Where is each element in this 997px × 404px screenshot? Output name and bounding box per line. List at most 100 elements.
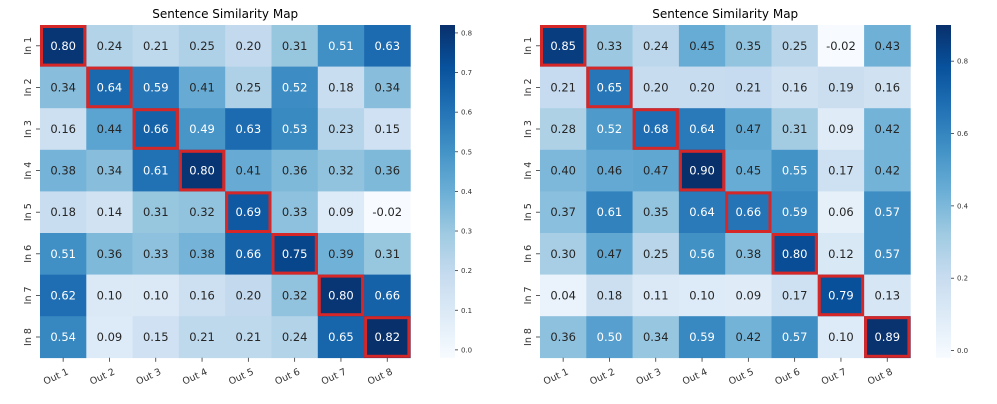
cell-value-r1-c1: 0.85 xyxy=(550,39,576,53)
heatmap-cell-r2-c6 xyxy=(771,66,819,109)
highlight-box-r3-c3 xyxy=(632,108,679,150)
cell-value-r7-c2: 0.18 xyxy=(597,288,623,302)
heatmap-cell-r4-c3 xyxy=(132,149,180,192)
col-label-2: Out 2 xyxy=(588,367,616,388)
cell-value-r3-c1: 0.28 xyxy=(550,122,576,136)
heatmap-cell-r7-c5 xyxy=(225,274,272,317)
colorbar-tick-label-5: 0.8 xyxy=(957,58,968,66)
cell-value-r1-c7: -0.02 xyxy=(826,39,856,53)
cell-value-r1-c8: 0.43 xyxy=(874,39,900,53)
cell-value-r6-c4: 0.56 xyxy=(689,247,715,261)
cell-value-r6-c7: 0.39 xyxy=(328,247,354,261)
cell-value-r1-c6: 0.31 xyxy=(282,39,308,53)
cell-value-r4-c1: 0.40 xyxy=(550,164,576,178)
row-label-2: In 2 xyxy=(23,78,34,96)
cell-value-r7-c3: 0.11 xyxy=(643,288,669,302)
cell-value-r8-c3: 0.34 xyxy=(643,330,669,344)
heatmap-cell-r1-c6 xyxy=(271,25,319,67)
cell-value-r6-c3: 0.33 xyxy=(143,247,169,261)
heatmap-cell-r4-c6 xyxy=(271,149,319,192)
highlight-box-r8-c8 xyxy=(364,316,411,358)
colorbar-tick-label-4: 0.6 xyxy=(957,130,969,138)
cell-value-r2-c4: 0.41 xyxy=(189,80,215,94)
heatmap-panel-left: Sentence Similarity Map 0.80 0.24 0.21 0.25 0… xyxy=(23,7,473,388)
heatmap-cell-r7-c6 xyxy=(271,274,319,317)
heatmap-cell-r1-c6 xyxy=(771,25,819,67)
cell-value-r5-c4: 0.32 xyxy=(189,205,215,219)
cell-value-r7-c6: 0.17 xyxy=(782,288,808,302)
heatmap-cell-r7-c1 xyxy=(540,274,587,317)
heatmap-cell-r4-c5 xyxy=(225,149,272,192)
heatmap-cell-r4-c3 xyxy=(632,149,680,192)
col-label-7: Out 7 xyxy=(820,367,848,388)
row-label-4: In 4 xyxy=(23,162,34,180)
cell-value-r1-c2: 0.24 xyxy=(97,39,123,53)
colorbar-tick-label-3: 0.2 xyxy=(461,267,472,275)
col-label-8: Out 8 xyxy=(866,367,894,388)
heatmap-cell-r6-c5 xyxy=(725,233,772,275)
highlight-box-r2-c2 xyxy=(586,66,633,109)
row-label-8: In 8 xyxy=(23,328,34,346)
heatmap-cell-r6-c1 xyxy=(40,233,87,275)
heatmap-cell-r4-c4 xyxy=(678,149,726,192)
col-label-4: Out 4 xyxy=(181,367,209,388)
col-label-4: Out 4 xyxy=(681,367,709,388)
cell-value-r6-c2: 0.47 xyxy=(597,247,623,261)
col-label-6: Out 6 xyxy=(773,367,801,388)
cell-value-r2-c2: 0.65 xyxy=(597,80,623,94)
cell-value-r4-c4: 0.90 xyxy=(689,164,715,178)
row-label-2: In 2 xyxy=(523,78,534,96)
heatmap-cell-r4-c1 xyxy=(40,149,87,192)
cell-value-r1-c5: 0.35 xyxy=(736,39,762,53)
highlight-box-r4-c4 xyxy=(178,149,226,192)
heatmap-cell-r5-c8 xyxy=(864,191,911,234)
cell-value-r3-c2: 0.44 xyxy=(97,122,123,136)
heatmap-cell-r8-c2 xyxy=(86,316,133,359)
cell-value-r7-c1: 0.62 xyxy=(50,288,76,302)
cell-value-r7-c8: 0.66 xyxy=(374,288,400,302)
cell-value-r8-c1: 0.54 xyxy=(50,330,76,344)
heatmap-cell-r7-c6 xyxy=(771,274,819,317)
heatmap-cell-r8-c7 xyxy=(817,316,865,359)
heatmap-cell-r6-c7 xyxy=(317,233,365,275)
highlight-box-r5-c5 xyxy=(225,191,272,233)
heatmap-cell-r2-c7 xyxy=(317,66,365,109)
heatmap-cell-r1-c5 xyxy=(225,25,272,67)
colorbar-tick-label-6: 0.5 xyxy=(461,148,472,156)
heatmap-cell-r2-c5 xyxy=(725,66,772,109)
cell-value-r5-c7: 0.09 xyxy=(328,205,354,219)
cell-value-r2-c6: 0.52 xyxy=(282,80,308,94)
heatmap-cell-r7-c2 xyxy=(86,274,133,317)
heatmap-cell-r3-c1 xyxy=(40,108,87,151)
heatmap-cell-r1-c2 xyxy=(586,25,633,67)
cell-value-r2-c3: 0.20 xyxy=(643,80,669,94)
heatmap-cell-r5-c7 xyxy=(317,191,365,234)
heatmap-cell-r3-c4 xyxy=(178,108,226,151)
heatmap-cell-r8-c2 xyxy=(586,316,633,359)
heatmap-cell-r1-c7 xyxy=(817,25,865,67)
cell-value-r4-c2: 0.46 xyxy=(597,164,623,178)
heatmap-cell-r3-c7 xyxy=(317,108,365,151)
heatmap-cell-r3-c6 xyxy=(771,108,819,151)
heatmap-cell-r1-c8 xyxy=(864,25,911,67)
cell-value-r3-c8: 0.42 xyxy=(874,122,900,136)
cell-value-r2-c1: 0.34 xyxy=(50,80,76,94)
cell-value-r5-c2: 0.61 xyxy=(597,205,623,219)
cell-value-r5-c8: 0.57 xyxy=(874,205,900,219)
heatmap-cell-r6-c3 xyxy=(132,233,180,275)
cell-value-r5-c5: 0.69 xyxy=(236,205,262,219)
cell-value-r4-c2: 0.34 xyxy=(97,164,123,178)
cell-value-r2-c8: 0.16 xyxy=(874,80,900,94)
cell-value-r2-c3: 0.59 xyxy=(143,80,169,94)
col-label-7: Out 7 xyxy=(320,367,348,388)
heatmap-cell-r1-c7 xyxy=(317,25,365,67)
cell-value-r7-c7: 0.80 xyxy=(328,288,354,302)
cell-value-r1-c5: 0.20 xyxy=(236,39,262,53)
cell-value-r5-c1: 0.37 xyxy=(550,205,576,219)
heatmap-cell-r5-c7 xyxy=(817,191,865,234)
cell-value-r5-c8: -0.02 xyxy=(372,205,402,219)
cell-value-r2-c5: 0.25 xyxy=(236,80,262,94)
heatmap-cell-r7-c3 xyxy=(632,274,680,317)
heatmap-cell-r6-c3 xyxy=(632,233,680,275)
